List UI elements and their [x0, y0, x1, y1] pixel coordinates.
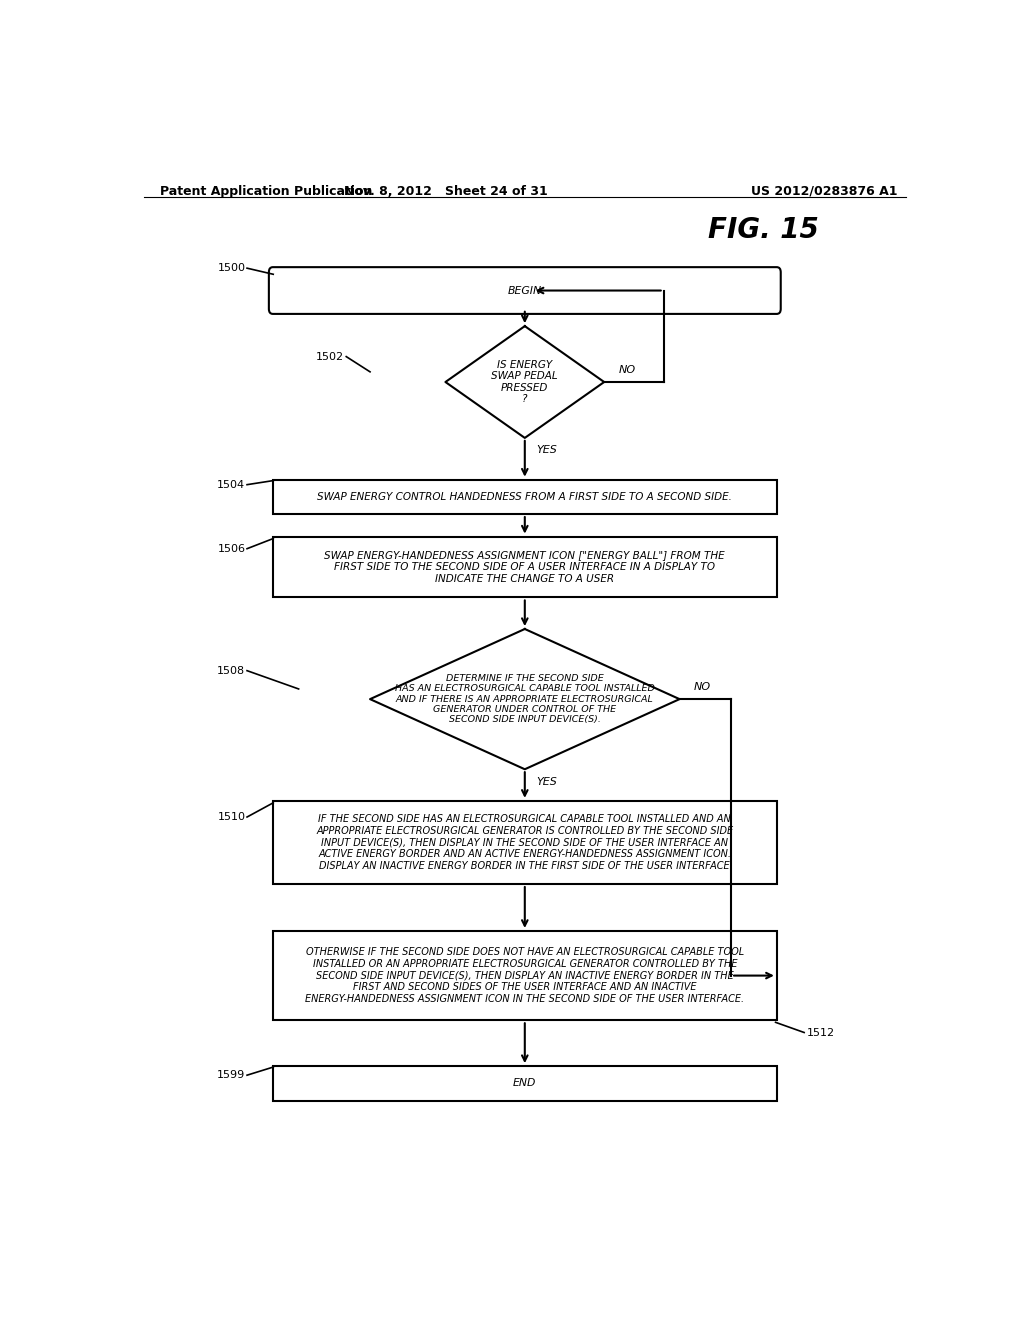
Bar [272, 931, 777, 1020]
Text: 1500: 1500 [217, 263, 246, 273]
Bar [272, 801, 777, 884]
Text: NO: NO [694, 682, 711, 692]
Text: 1508: 1508 [217, 665, 246, 676]
Bar [272, 1067, 777, 1101]
Text: END: END [513, 1078, 537, 1088]
Text: 1599: 1599 [217, 1071, 246, 1080]
Text: 1512: 1512 [807, 1027, 836, 1038]
Bar [272, 479, 777, 515]
Text: IS ENERGY
SWAP PEDAL
PRESSED
?: IS ENERGY SWAP PEDAL PRESSED ? [492, 359, 558, 404]
Text: FIG. 15: FIG. 15 [708, 215, 818, 244]
Text: OTHERWISE IF THE SECOND SIDE DOES NOT HAVE AN ELECTROSURGICAL CAPABLE TOOL
INSTA: OTHERWISE IF THE SECOND SIDE DOES NOT HA… [305, 948, 744, 1003]
Text: 1502: 1502 [315, 351, 344, 362]
Text: Nov. 8, 2012   Sheet 24 of 31: Nov. 8, 2012 Sheet 24 of 31 [344, 185, 547, 198]
Text: SWAP ENERGY CONTROL HANDEDNESS FROM A FIRST SIDE TO A SECOND SIDE.: SWAP ENERGY CONTROL HANDEDNESS FROM A FI… [317, 492, 732, 502]
Text: SWAP ENERGY-HANDEDNESS ASSIGNMENT ICON ["ENERGY BALL"] FROM THE
FIRST SIDE TO TH: SWAP ENERGY-HANDEDNESS ASSIGNMENT ICON [… [325, 550, 725, 583]
Text: 1506: 1506 [217, 544, 246, 553]
Text: 1504: 1504 [217, 479, 246, 490]
Text: YES: YES [537, 777, 558, 788]
Text: US 2012/0283876 A1: US 2012/0283876 A1 [752, 185, 898, 198]
Text: NO: NO [618, 364, 636, 375]
Text: IF THE SECOND SIDE HAS AN ELECTROSURGICAL CAPABLE TOOL INSTALLED AND AN
APPROPRI: IF THE SECOND SIDE HAS AN ELECTROSURGICA… [316, 814, 733, 871]
Bar [272, 536, 777, 598]
Text: DETERMINE IF THE SECOND SIDE
HAS AN ELECTROSURGICAL CAPABLE TOOL INSTALLED
AND I: DETERMINE IF THE SECOND SIDE HAS AN ELEC… [395, 673, 654, 725]
Text: Patent Application Publication: Patent Application Publication [160, 185, 372, 198]
FancyBboxPatch shape [269, 267, 780, 314]
Text: 1510: 1510 [217, 812, 246, 822]
Text: YES: YES [537, 445, 558, 455]
Text: BEGIN: BEGIN [508, 285, 542, 296]
